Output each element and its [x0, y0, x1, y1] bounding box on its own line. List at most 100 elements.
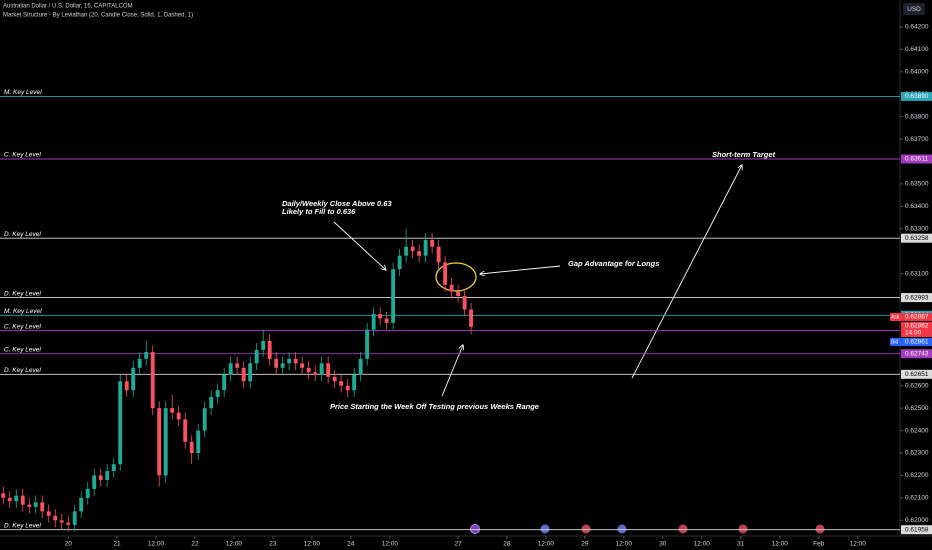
annotation: Daily/Weekly Close Above 0.63 — [282, 199, 392, 208]
ask-tag: Ask — [891, 314, 900, 320]
candle-body — [469, 309, 474, 327]
candle-body — [365, 329, 370, 359]
y-tick-label: 0.62600 — [905, 382, 929, 389]
y-tick-label: 0.62100 — [905, 495, 929, 502]
y-tick-label: 0.63800 — [905, 113, 929, 120]
candle-body — [1, 493, 6, 498]
key-level-label: C. Key Level — [4, 152, 41, 159]
candle-body — [378, 313, 383, 319]
ask-price: 0.62867 — [905, 314, 929, 321]
x-tick-label: 20 — [65, 541, 73, 548]
ask-box — [901, 312, 932, 321]
key-level-label: C. Key Level — [4, 323, 41, 330]
candle-body — [92, 475, 97, 489]
x-tick-label: 21 — [113, 541, 121, 548]
candle-body — [391, 269, 396, 323]
candle-body — [215, 390, 220, 397]
x-tick-label: 12:00 — [694, 541, 711, 548]
x-tick-label: 28 — [503, 541, 511, 548]
arrow — [631, 165, 742, 379]
x-tick-label: 12:00 — [382, 541, 399, 548]
x-tick-label: 12:00 — [304, 541, 321, 548]
candle-body — [319, 363, 324, 375]
candle-body — [410, 246, 415, 252]
y-tick-label: 0.62300 — [905, 450, 929, 457]
event-icon[interactable] — [738, 524, 748, 534]
candle-body — [287, 358, 292, 364]
key-level-price: 0.62651 — [905, 371, 929, 378]
last-box — [901, 321, 932, 337]
candle-body — [397, 255, 402, 270]
candle-body — [202, 408, 207, 431]
candle-body — [222, 374, 227, 391]
y-tick-label: 0.63700 — [905, 136, 929, 143]
candle-body — [462, 296, 467, 310]
event-icon[interactable] — [540, 524, 550, 534]
x-tick-label: 23 — [269, 541, 277, 548]
candle-body — [189, 441, 194, 454]
chart-title: Australian Dollar / U.S. Dollar, 15, CAP… — [3, 4, 133, 10]
candle-body — [163, 408, 168, 476]
currency-button[interactable] — [903, 3, 925, 15]
candle-body — [118, 381, 123, 465]
x-tick-label: 27 — [455, 541, 463, 548]
candle-body — [235, 363, 240, 368]
event-icon[interactable] — [617, 524, 627, 534]
key-level-label: C. Key Level — [4, 346, 41, 353]
y-tick-label: 0.62000 — [905, 517, 929, 524]
candle-body — [105, 470, 110, 480]
candle-body — [300, 363, 305, 368]
x-tick-label: 12:00 — [538, 541, 555, 548]
candle-body — [313, 372, 318, 375]
event-icon[interactable] — [678, 524, 688, 534]
candle-body — [436, 246, 441, 263]
candle-body — [40, 502, 45, 512]
key-level-label: M. Key Level — [4, 89, 42, 96]
currency-label[interactable]: USD — [907, 6, 921, 13]
candle-body — [124, 381, 129, 391]
key-level-price: 0.63258 — [905, 235, 929, 242]
candle-body — [423, 239, 428, 256]
candle-body — [326, 363, 331, 377]
key-level-price-box — [901, 91, 932, 101]
candle-body — [358, 358, 363, 375]
candle-body — [196, 430, 201, 454]
candle-body — [137, 358, 142, 368]
x-tick-label: 12:00 — [148, 541, 165, 548]
candle-body — [157, 408, 162, 476]
candle-body — [248, 363, 253, 382]
key-level-price-box — [901, 293, 932, 303]
candle-body — [332, 376, 337, 382]
key-level-price: 0.62743 — [905, 350, 929, 357]
event-icon[interactable] — [815, 524, 825, 534]
candle-body — [14, 495, 19, 502]
x-tick-label: 12:00 — [772, 541, 789, 548]
candle-body — [98, 475, 103, 480]
x-tick-label: 29 — [581, 541, 589, 548]
candle-body — [404, 246, 409, 256]
x-tick-label: 12:00 — [616, 541, 633, 548]
y-tick-label: 0.63100 — [905, 270, 929, 277]
event-icon[interactable] — [470, 524, 480, 534]
y-tick-label: 0.63500 — [905, 181, 929, 188]
key-level-price-box — [901, 154, 932, 164]
annotation: Price Starting the Week Off Testing prev… — [330, 402, 539, 411]
event-icon[interactable] — [581, 524, 591, 534]
x-tick-label: 24 — [347, 541, 355, 548]
candle-body — [306, 367, 311, 373]
x-tick-label: 12:00 — [226, 541, 243, 548]
y-tick-label: 0.62400 — [905, 427, 929, 434]
candle-body — [7, 497, 12, 502]
x-tick-label: 31 — [737, 541, 745, 548]
x-tick-label: 30 — [659, 541, 667, 548]
candle-body — [274, 358, 279, 368]
y-tick-label: 0.64200 — [905, 24, 929, 31]
y-tick-label: 0.62500 — [905, 405, 929, 412]
candle-body — [46, 511, 51, 516]
candle-body — [261, 340, 266, 350]
key-level-price-box — [901, 369, 932, 379]
countdown: 14:00 — [905, 330, 922, 337]
